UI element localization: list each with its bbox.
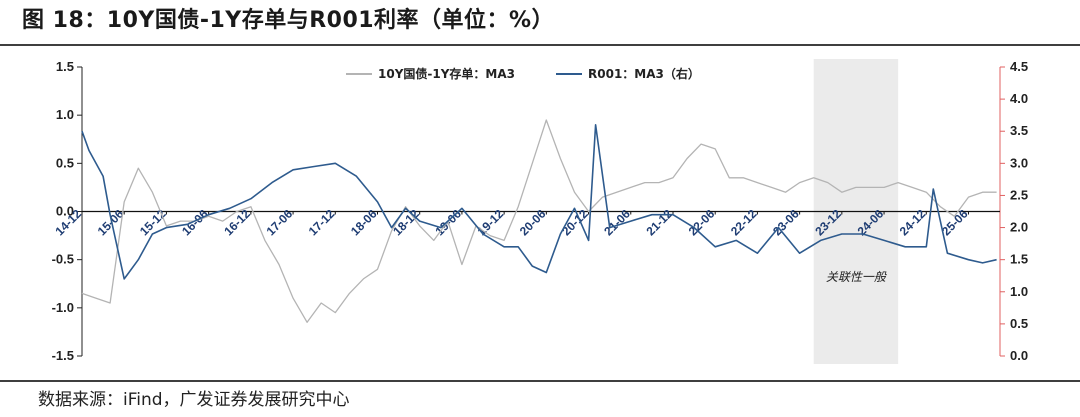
chart-title: 图 18：10Y国债-1Y存单与R001利率（单位：%） (22, 8, 555, 33)
right-tick-label: 4.5 (1010, 59, 1028, 74)
right-tick-label: 3.5 (1010, 123, 1028, 138)
source-divider (0, 380, 1080, 382)
series-line-2 (81, 124, 997, 280)
left-tick-label: -1.5 (52, 348, 74, 363)
left-tick-label: 0.0 (56, 204, 74, 219)
legend-label-2: R001：MA3（右） (588, 66, 700, 81)
legend-label-1: 10Y国债-1Y存单：MA3 (378, 66, 515, 81)
left-tick-label: -0.5 (52, 252, 74, 267)
right-tick-label: 0.5 (1010, 316, 1028, 331)
left-tick-label: -1.0 (52, 300, 74, 315)
source-note: 数据来源：iFind，广发证券发展研究中心 (38, 390, 350, 410)
series-line-1 (81, 119, 997, 323)
left-tick-label: 1.0 (56, 107, 74, 122)
right-tick-label: 2.5 (1010, 187, 1028, 202)
left-tick-label: 0.5 (56, 155, 74, 170)
shaded-region-label: 关联性一般 (826, 270, 888, 284)
right-tick-label: 4.0 (1010, 91, 1028, 106)
right-tick-label: 3.0 (1010, 155, 1028, 170)
chart-svg: 关联性一般 1.5 1.0 0.5 0.0 -0.5 -1.0 -1.5 4.5 4.0 3.5 3.… (52, 59, 1028, 364)
right-tick-label: 1.5 (1010, 252, 1028, 267)
right-tick-label: 0.0 (1010, 348, 1028, 363)
title-divider (0, 44, 1080, 46)
left-tick-label: 1.5 (56, 59, 74, 74)
right-tick-label: 1.0 (1010, 284, 1028, 299)
right-tick-label: 2.0 (1010, 220, 1028, 235)
